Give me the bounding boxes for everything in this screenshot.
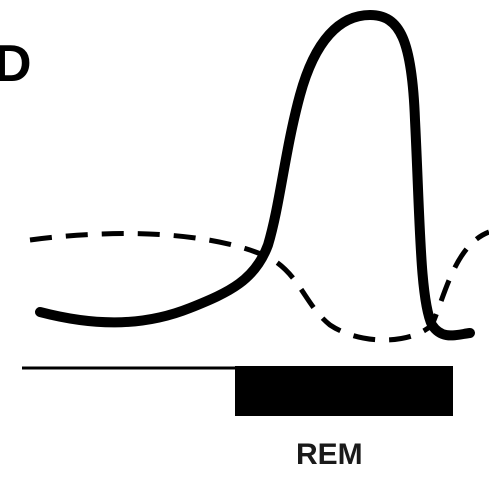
rem-label: REM bbox=[296, 438, 363, 471]
solid-curve bbox=[35, 10, 475, 341]
dashed-curve bbox=[29, 229, 489, 343]
rem-epoch-bar bbox=[235, 366, 453, 416]
panel-letter: D bbox=[0, 35, 32, 93]
